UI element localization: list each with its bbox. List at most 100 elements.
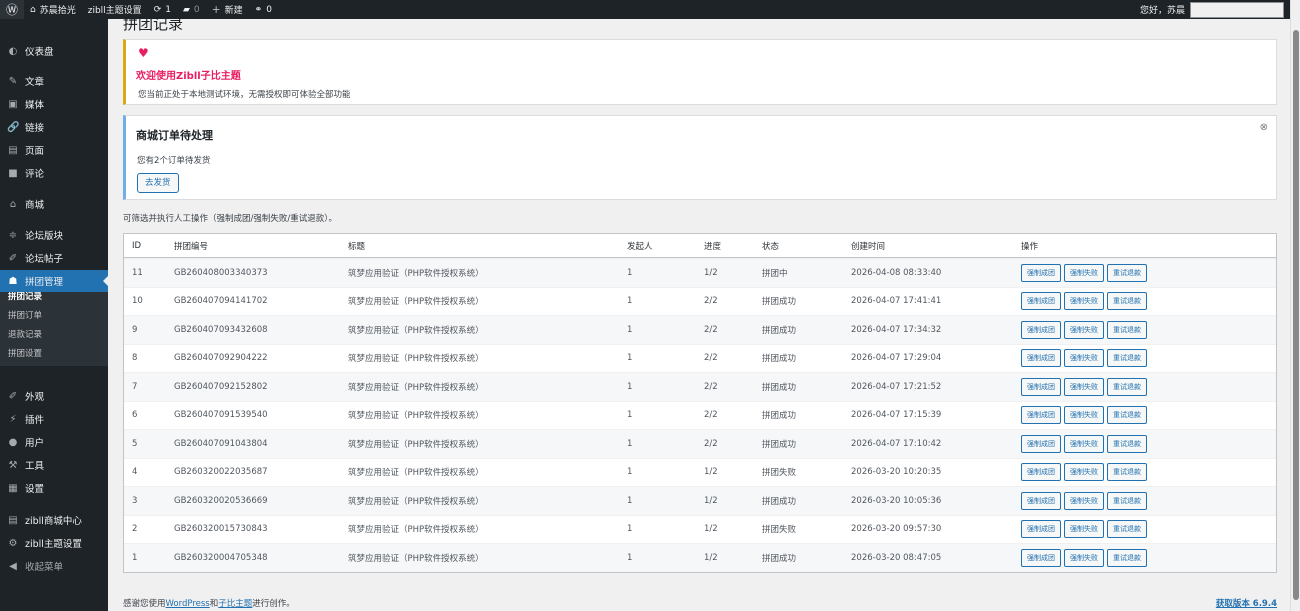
wordpress-logo-icon[interactable]: Ⓦ [0,0,24,19]
table-row: 8 GB260407092904222 筑梦应用验证（PHP软件授权系统） 1 2/2 拼… [124,343,1276,373]
force-success-button[interactable]: 强制成团 [1021,292,1061,311]
sidebar-item-appearance[interactable]: ✐ 外观 [0,385,108,407]
table-row: 11 GB260408003340373 筑梦应用验证（PHP软件授权系统） 1 1/2… [124,258,1276,287]
links-link[interactable]: ⚭ 0 [254,4,272,15]
force-success-button[interactable]: 强制成团 [1021,463,1061,482]
submenu-item[interactable]: 拼团订单 [8,311,43,321]
force-fail-button[interactable]: 强制失败 [1064,491,1104,510]
zibll-link[interactable]: 子比主题 [218,599,253,609]
table-cell: 1 [132,552,138,563]
submenu-item[interactable]: 拼团记录 [8,292,43,302]
sidebar-item-gear[interactable]: ⚙ zibll主题设置 [0,532,108,554]
close-icon[interactable]: ⊗ [1259,122,1268,133]
comments-link[interactable]: ▰ 0 [182,4,200,15]
table-row: 10 GB260407094141702 筑梦应用验证（PHP软件授权系统） 1 2/2… [124,286,1276,316]
table-cell: 2026-04-07 17:15:39 [851,410,942,421]
retry-refund-button[interactable]: 重试退款 [1107,263,1147,282]
admin-sidebar: 拼团记录拼团订单退款记录拼团设置 ◐ 仪表盘 ✎ 文章 ▣ 媒体 🔗 链接 ▤ 页面 ■ 评论 ⌂ 商城 ≑… [0,19,108,611]
retry-refund-button[interactable]: 重试退款 [1107,491,1147,510]
footer: 感谢您使用WordPress和子比主题进行创作。 获取版本 6.9.4 [123,599,1277,609]
force-success-button[interactable]: 强制成团 [1021,320,1061,339]
sidebar-item-store[interactable]: ⌂ 商城 [0,193,108,215]
sidebar-item-cart[interactable]: ▤ zibll商城中心 [0,509,108,531]
sidebar-item-link[interactable]: 🔗 链接 [0,116,108,138]
force-success-button[interactable]: 强制成团 [1021,520,1061,539]
table-cell: 2026-04-07 17:10:42 [851,438,942,449]
sidebar-item-user[interactable]: ● 用户 [0,431,108,453]
sidebar-item-group[interactable]: ☗ 拼团管理 [0,270,108,292]
table-cell: 2026-03-20 08:47:05 [851,552,942,563]
table-row: 2 GB260320015730843 筑梦应用验证（PHP软件授权系统） 1 1/2 拼… [124,514,1276,544]
wordpress-link[interactable]: WordPress [165,599,210,609]
force-success-button[interactable]: 强制成团 [1021,263,1061,282]
new-content-link[interactable]: ＋新建 [206,0,249,19]
retry-refund-button[interactable]: 重试退款 [1107,377,1147,396]
force-fail-button[interactable]: 强制失败 [1064,320,1104,339]
force-fail-button[interactable]: 强制失败 [1064,406,1104,425]
sidebar-item-forum[interactable]: ≑ 论坛版块 [0,224,108,246]
group-records-table: ID 拼团编号 标题 发起人 进度 状态 创建时间 操作 11 GB260408003340373… [123,233,1277,573]
force-success-button[interactable]: 强制成团 [1021,548,1061,567]
submenu-item[interactable]: 拼团设置 [8,349,43,359]
submenu-item[interactable]: 退款记录 [8,330,43,340]
page-title: 拼团记录 [123,15,184,33]
retry-refund-button[interactable]: 重试退款 [1107,548,1147,567]
retry-refund-button[interactable]: 重试退款 [1107,320,1147,339]
table-row: 9 GB260407093432608 筑梦应用验证（PHP软件授权系统） 1 2/2 拼… [124,315,1276,344]
sidebar-item-collapse[interactable]: ◀ 收起菜单 [0,555,108,577]
sidebar-item-settings[interactable]: ▦ 设置 [0,477,108,499]
force-fail-button[interactable]: 强制失败 [1064,263,1104,282]
table-cell: 筑梦应用验证（PHP软件授权系统） [348,382,484,393]
sidebar-item-label: zibll主题设置 [25,539,82,550]
table-cell: GB260320022035687 [174,467,268,478]
sidebar-item-media[interactable]: ▣ 媒体 [0,93,108,115]
sidebar-item-posts[interactable]: ✐ 论坛帖子 [0,247,108,269]
pin-icon: ✎ [8,75,18,87]
table-cell: 1 [627,410,633,421]
retry-refund-button[interactable]: 重试退款 [1107,463,1147,482]
table-cell: 2026-04-07 17:41:41 [851,296,942,307]
orders-notice-desc: 您有2个订单待发货 [137,156,211,166]
sidebar-item-page[interactable]: ▤ 页面 [0,139,108,161]
table-cell: 拼团成功 [762,496,797,507]
table-cell: 1/2 [704,267,718,278]
retry-refund-button[interactable]: 重试退款 [1107,292,1147,311]
sidebar-item-pin[interactable]: ✎ 文章 [0,70,108,92]
retry-refund-button[interactable]: 重试退款 [1107,406,1147,425]
table-cell: 6 [132,410,138,421]
force-fail-button[interactable]: 强制失败 [1064,463,1104,482]
ship-button[interactable]: 去发货 [137,173,179,193]
force-fail-button[interactable]: 强制失败 [1064,292,1104,311]
force-fail-button[interactable]: 强制失败 [1064,548,1104,567]
force-fail-button[interactable]: 强制失败 [1064,377,1104,396]
sidebar-item-dashboard[interactable]: ◐ 仪表盘 [0,40,108,62]
retry-refund-button[interactable]: 重试退款 [1107,434,1147,453]
table-cell: 2/2 [704,438,718,449]
force-success-button[interactable]: 强制成团 [1021,434,1061,453]
column-header: 发起人 [627,241,653,252]
force-success-button[interactable]: 强制成团 [1021,491,1061,510]
table-cell: 10 [132,296,143,307]
sidebar-item-plugin[interactable]: ⚡ 插件 [0,408,108,430]
version-link[interactable]: 获取版本 6.9.4 [1215,599,1277,609]
retry-refund-button[interactable]: 重试退款 [1107,520,1147,539]
updates-link[interactable]: ⟳ 1 [153,4,171,15]
sidebar-item-comment[interactable]: ■ 评论 [0,162,108,184]
force-fail-button[interactable]: 强制失败 [1064,349,1104,368]
retry-refund-button[interactable]: 重试退款 [1107,349,1147,368]
force-fail-button[interactable]: 强制失败 [1064,520,1104,539]
force-fail-button[interactable]: 强制失败 [1064,434,1104,453]
scrollbar-thumb[interactable] [1293,30,1299,600]
table-row: 1 GB260320004705348 筑梦应用验证（PHP软件授权系统） 1 1/2 拼… [124,543,1276,572]
force-success-button[interactable]: 强制成团 [1021,349,1061,368]
theme-settings-link[interactable]: zibll主题设置 [87,6,142,16]
site-name-link[interactable]: ⌂ 苏晨拾光 [30,4,76,17]
force-success-button[interactable]: 强制成团 [1021,406,1061,425]
sidebar-item-tools[interactable]: ⚒ 工具 [0,454,108,476]
table-cell: 拼团成功 [762,439,797,450]
table-cell: 1 [627,353,633,364]
account-menu[interactable]: 您好，苏晨 [1134,0,1290,19]
force-success-button[interactable]: 强制成团 [1021,377,1061,396]
sidebar-item-label: 插件 [25,415,45,426]
scrollbar[interactable] [1290,0,1300,611]
